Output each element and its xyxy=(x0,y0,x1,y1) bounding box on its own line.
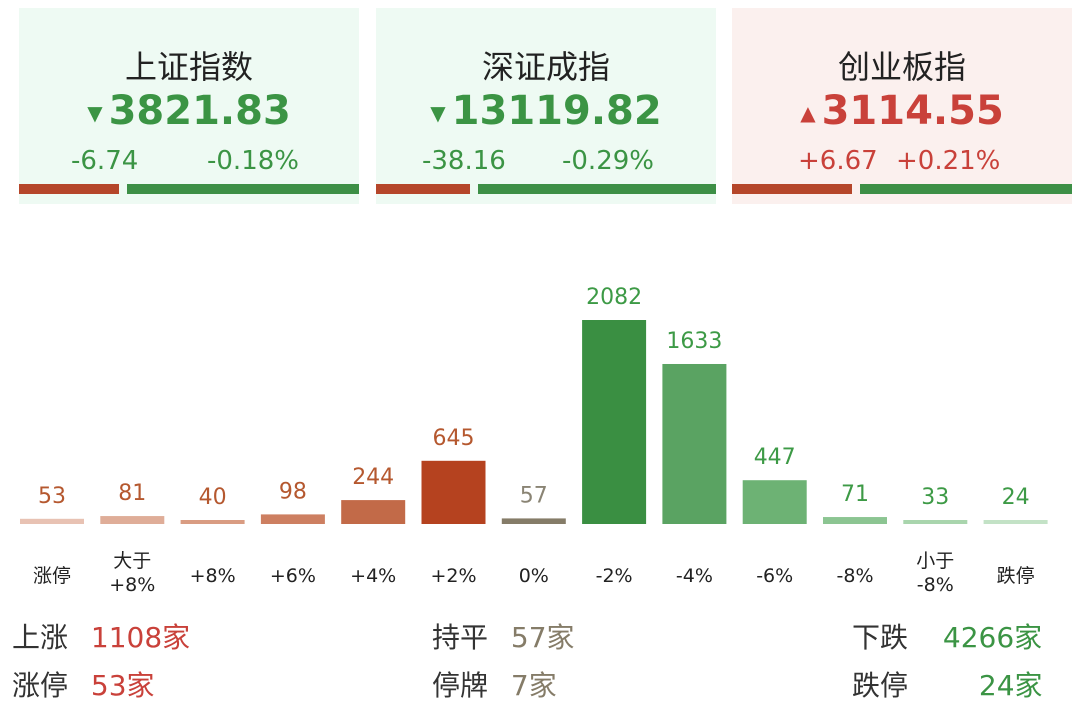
bar-value-label: 244 xyxy=(352,465,394,490)
bar-value-label: 24 xyxy=(1002,485,1030,510)
index-card-cyb[interactable]: 创业板指 ▲ 3114.55 +6.67 +0.21% xyxy=(732,8,1072,204)
stat-down: 下跌 4266家 xyxy=(852,616,1042,656)
category-label: -6% xyxy=(756,565,793,587)
stat-label: 停牌 xyxy=(432,669,489,702)
stat-label: 涨停 xyxy=(12,669,69,702)
category-label: -4% xyxy=(676,565,713,587)
bar-value-label: 33 xyxy=(921,485,949,510)
category-label: -2% xyxy=(596,565,633,587)
index-name: 上证指数 xyxy=(124,48,253,86)
bar-value-label: 53 xyxy=(38,484,66,509)
stat-value: 24家 xyxy=(978,669,1043,702)
index-change: +6.67 xyxy=(798,146,878,176)
category-label: 小于-8% xyxy=(916,550,954,596)
stat-flat: 持平 57家 xyxy=(432,616,575,656)
up-down-ratio-bar xyxy=(732,184,1072,194)
bar-value-label: 645 xyxy=(433,426,475,451)
bar-2 xyxy=(180,520,245,524)
bar-value-label: 57 xyxy=(520,483,548,508)
stat-value: 4266家 xyxy=(942,621,1043,654)
index-card-sh[interactable]: 上证指数 ▼ 3821.83 -6.74 -0.18% xyxy=(19,8,359,204)
index-pct: +0.21% xyxy=(896,146,1001,176)
index-name: 创业板指 xyxy=(837,48,966,86)
bar-value-label: 40 xyxy=(199,485,227,510)
up-triangle-icon: ▲ xyxy=(800,101,816,125)
stat-value: 57家 xyxy=(510,621,575,654)
rise-fall-distribution-chart: 53 涨停 81 大于+8% 40 +8% 98 +6% 244 +4% 645 +2% 57 0% 208… xyxy=(20,285,1048,596)
stat-value: 7家 xyxy=(510,669,557,702)
index-value: ▼ 3821.83 xyxy=(87,88,291,134)
category-label: 跌停 xyxy=(997,565,1035,587)
stat-value: 1108家 xyxy=(90,621,191,654)
stat-up: 上涨 1108家 xyxy=(12,616,190,656)
stat-label: 持平 xyxy=(432,621,489,654)
down-triangle-icon: ▼ xyxy=(430,101,446,125)
index-change: -6.74 xyxy=(71,146,139,176)
index-change: -38.16 xyxy=(422,146,506,176)
bar-7 xyxy=(582,320,647,524)
category-label: +6% xyxy=(270,565,316,587)
bar-1 xyxy=(100,516,165,524)
index-pct: -0.18% xyxy=(207,146,299,176)
category-label: 涨停 xyxy=(33,565,71,587)
index-card-sz[interactable]: 深证成指 ▼ 13119.82 -38.16 -0.29% xyxy=(376,8,716,204)
category-label: +2% xyxy=(430,565,476,587)
index-pct: -0.29% xyxy=(562,146,654,176)
bar-12 xyxy=(983,520,1048,524)
bar-value-label: 1633 xyxy=(666,329,722,354)
stat-halt: 停牌 7家 xyxy=(432,664,557,704)
bar-value-label: 98 xyxy=(279,479,307,504)
index-value: ▲ 3114.55 xyxy=(800,88,1004,134)
category-label: -8% xyxy=(837,565,874,587)
up-down-ratio-bar xyxy=(376,184,716,194)
bar-value-label: 81 xyxy=(118,481,146,506)
bar-5 xyxy=(421,460,486,524)
bar-0 xyxy=(20,518,84,524)
stat-label: 上涨 xyxy=(12,621,69,654)
category-label: +4% xyxy=(350,565,396,587)
bar-3 xyxy=(260,514,325,524)
stat-limit-down: 跌停 24家 xyxy=(852,664,1043,704)
bar-8 xyxy=(662,363,727,524)
category-label: 0% xyxy=(519,565,549,587)
stat-value: 53家 xyxy=(90,669,155,702)
up-down-ratio-bar xyxy=(19,184,359,194)
bar-4 xyxy=(341,500,406,524)
category-label: 大于+8% xyxy=(109,550,155,596)
down-triangle-icon: ▼ xyxy=(87,101,103,125)
bar-value-label: 447 xyxy=(754,445,796,470)
bar-6 xyxy=(501,518,566,524)
bar-value-label: 2082 xyxy=(586,285,642,310)
stat-label: 跌停 xyxy=(852,669,909,702)
index-name: 深证成指 xyxy=(481,48,610,86)
category-label: +8% xyxy=(190,565,236,587)
stat-limit-up: 涨停 53家 xyxy=(12,664,155,704)
bar-10 xyxy=(823,517,887,524)
bar-value-label: 71 xyxy=(841,482,869,507)
index-value: ▼ 13119.82 xyxy=(430,88,662,134)
stat-label: 下跌 xyxy=(852,621,909,654)
bar-11 xyxy=(903,520,968,524)
bar-9 xyxy=(742,480,807,524)
